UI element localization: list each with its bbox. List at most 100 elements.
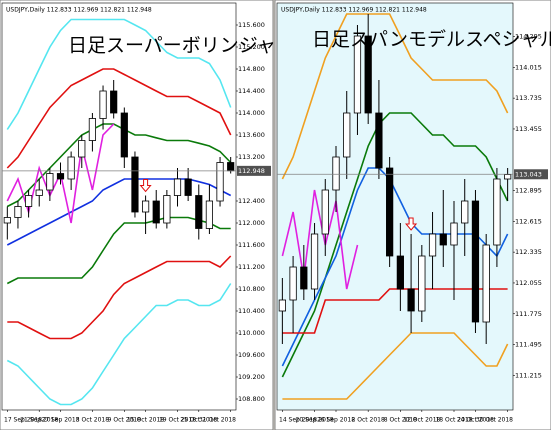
candle-body <box>332 156 340 191</box>
y-tick-label: 110.000 <box>238 329 265 337</box>
x-tick-label: 18 Oct 2018 <box>435 417 472 424</box>
y-tick-label: 114.015 <box>515 63 542 71</box>
candle-body <box>46 173 54 191</box>
candle-body <box>504 174 512 180</box>
candle-body <box>195 195 203 229</box>
y-tick-label: 112.000 <box>238 219 265 227</box>
candle-body <box>110 90 118 114</box>
indicator-line <box>281 167 509 367</box>
indicator-line <box>282 288 508 334</box>
candle-body <box>141 200 150 213</box>
current-price-label: 112.948 <box>238 167 265 175</box>
y-tick-label: 111.200 <box>238 263 265 271</box>
current-price-box <box>237 165 271 176</box>
x-tick-label: 9 Oct 2018 <box>108 417 141 424</box>
indicator-line <box>6 216 231 285</box>
plot <box>278 13 512 400</box>
chart-title: 日足スーパーボリンジャー <box>68 35 295 57</box>
x-tick-label: 17 Sep 2018 <box>4 417 42 424</box>
indicator-line <box>6 283 232 406</box>
candle-body <box>88 118 97 141</box>
candle-body <box>120 112 128 158</box>
y-tick-label: 115.600 <box>238 21 265 29</box>
y-tick-label: 114.400 <box>238 87 265 95</box>
candle-body <box>35 189 43 196</box>
plot <box>3 18 235 406</box>
y-tick-label: 114.295 <box>515 33 542 41</box>
candle-body <box>439 233 447 246</box>
y-tick-label: 112.400 <box>238 197 265 205</box>
indicator-line <box>281 13 509 180</box>
candle-body <box>386 167 394 257</box>
candle-body <box>24 195 33 207</box>
candle-body <box>278 299 286 312</box>
candle-body <box>471 200 480 323</box>
indicator-line <box>6 178 232 246</box>
y-tick-label: 109.600 <box>238 351 265 359</box>
indicator-line <box>6 18 232 130</box>
y-tick-label: 111.775 <box>515 310 542 318</box>
candle-body <box>418 255 426 312</box>
y-tick-label: 111.600 <box>238 241 265 249</box>
y-tick-label: 111.215 <box>515 371 542 379</box>
x-tick-label: 21 Sep 2018 <box>20 417 58 424</box>
symbol-label: USDJPY,Daily 112.833 112.969 112.821 112… <box>281 7 427 14</box>
y-tick-label: 112.615 <box>515 217 542 225</box>
candle-body <box>300 266 308 290</box>
x-tick-label: 30 Oct 2018 <box>476 417 513 424</box>
y-tick-label: 113.200 <box>238 153 265 161</box>
x-tick-label: 27 Sep 2018 <box>41 417 79 424</box>
x-tick-label: 2 Oct 2018 <box>352 417 385 424</box>
candle-body <box>3 217 11 224</box>
y-tick-label: 115.200 <box>238 43 265 51</box>
candle-body <box>310 233 319 290</box>
candle-body <box>461 200 469 224</box>
y-tick-label: 112.335 <box>515 248 542 256</box>
candle-body <box>482 244 490 323</box>
candle-body <box>131 156 139 213</box>
candle-body <box>396 255 404 290</box>
x-tick-label: 20 Sep 2018 <box>296 417 334 424</box>
candle-body <box>163 195 171 224</box>
y-tick-label: 113.455 <box>515 125 542 133</box>
candle-body <box>428 233 437 257</box>
x-tick-label: 25 Oct 2018 <box>180 417 217 424</box>
x-tick-label: 26 Sep 2018 <box>317 417 355 424</box>
y-tick-label: 110.400 <box>238 307 265 315</box>
indicator-line <box>7 255 232 340</box>
indicator-line <box>6 68 232 169</box>
candle-body <box>493 178 501 246</box>
y-tick-label: 111.495 <box>515 341 542 349</box>
indicator-line <box>282 332 509 400</box>
y-tick-label: 113.735 <box>515 94 542 102</box>
chart-title: 日足スパンモデルスペシャル <box>312 29 551 51</box>
y-tick-label: 112.895 <box>515 187 542 195</box>
candle-body <box>375 112 383 169</box>
candle-body <box>216 162 224 202</box>
current-price-box <box>514 169 548 180</box>
y-tick-label: 110.800 <box>238 285 265 293</box>
indicator-line <box>6 123 232 208</box>
y-tick-label: 108.800 <box>238 395 265 403</box>
x-tick-label: 8 Oct 2018 <box>384 417 417 424</box>
symbol-label: USDJPY,Daily 112.833 112.969 112.821 112… <box>6 7 152 14</box>
candle-body <box>289 266 297 301</box>
x-tick-label: 12 Oct 2018 <box>403 417 440 424</box>
candle-body <box>343 112 351 158</box>
candle-body <box>450 222 458 246</box>
y-tick-label: 114.000 <box>238 109 265 117</box>
signal-arrow <box>139 179 152 193</box>
candle-body <box>321 189 329 235</box>
candle-body <box>364 35 372 114</box>
y-tick-label: 114.800 <box>238 65 265 73</box>
candle-body <box>14 206 22 218</box>
x-tick-label: 3 Oct 2018 <box>76 417 109 424</box>
indicator-line <box>281 189 359 290</box>
candle-body <box>99 90 107 119</box>
y-tick-label: 112.055 <box>515 279 542 287</box>
candle-body <box>173 178 182 196</box>
x-tick-label: 14 Sep 2018 <box>279 417 317 424</box>
candle-body <box>78 140 86 158</box>
x-tick-label: 15 Oct 2018 <box>127 417 164 424</box>
